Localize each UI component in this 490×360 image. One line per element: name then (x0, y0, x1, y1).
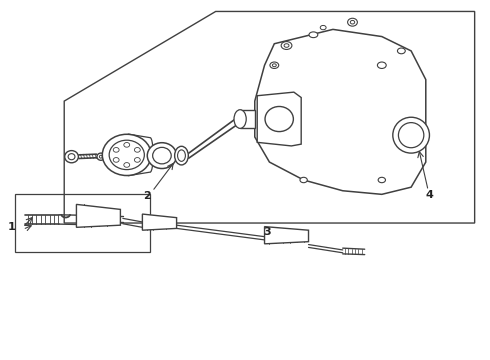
Ellipse shape (347, 18, 357, 26)
Ellipse shape (99, 155, 102, 158)
Ellipse shape (320, 26, 326, 30)
Ellipse shape (174, 146, 188, 165)
Ellipse shape (65, 150, 78, 163)
Ellipse shape (300, 177, 307, 183)
Polygon shape (265, 226, 309, 244)
Ellipse shape (393, 117, 429, 153)
Text: 4: 4 (425, 190, 433, 201)
Ellipse shape (124, 163, 130, 167)
Polygon shape (240, 110, 255, 128)
Ellipse shape (270, 62, 279, 68)
Polygon shape (143, 214, 176, 230)
Polygon shape (76, 204, 121, 227)
Bar (15, 194, 150, 252)
Ellipse shape (97, 153, 105, 160)
Ellipse shape (109, 140, 145, 170)
Ellipse shape (177, 150, 185, 161)
Polygon shape (255, 30, 426, 194)
Ellipse shape (113, 158, 119, 162)
Ellipse shape (147, 143, 176, 168)
Text: 3: 3 (263, 227, 271, 237)
Ellipse shape (124, 143, 130, 147)
Ellipse shape (134, 148, 140, 152)
Ellipse shape (68, 154, 75, 160)
Ellipse shape (281, 41, 292, 49)
Ellipse shape (102, 134, 151, 176)
Text: 2: 2 (144, 191, 151, 201)
Ellipse shape (284, 44, 289, 47)
Ellipse shape (134, 158, 140, 162)
Ellipse shape (378, 177, 386, 183)
Ellipse shape (309, 32, 318, 38)
Ellipse shape (153, 147, 171, 164)
Ellipse shape (377, 62, 386, 68)
Ellipse shape (397, 48, 405, 54)
Ellipse shape (234, 110, 246, 129)
Ellipse shape (272, 64, 276, 67)
Text: 1: 1 (7, 222, 15, 232)
Ellipse shape (265, 107, 294, 132)
Polygon shape (257, 92, 301, 146)
Ellipse shape (350, 21, 355, 24)
Ellipse shape (113, 148, 119, 152)
Ellipse shape (398, 123, 424, 148)
